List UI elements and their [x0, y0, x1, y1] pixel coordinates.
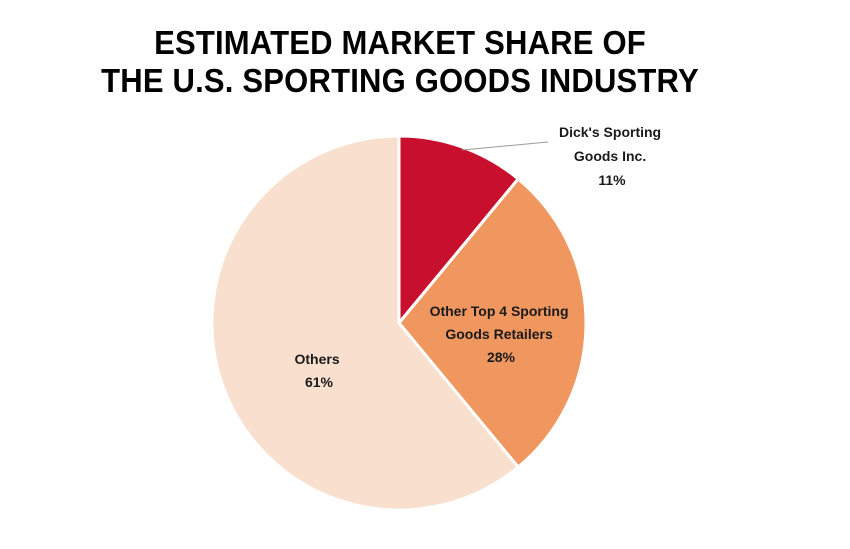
slice-label-others: Others 61%	[294, 351, 343, 390]
slice-label-other-top4-line-2: Goods Retailers	[445, 326, 553, 342]
slice-label-dicks-line-2: Goods Inc.	[574, 148, 646, 164]
pie-slice-dicks	[397, 134, 521, 328]
pie-slice-other-top4	[397, 176, 588, 470]
chart-title-line-2: THE U.S. SPORTING GOODS INDUSTRY	[101, 62, 699, 99]
slice-label-other-top4-line-1: Other Top 4 Sporting	[430, 303, 569, 319]
slice-value-others: 61%	[305, 374, 334, 390]
slice-value-other-top4: 28%	[487, 349, 516, 365]
slice-label-others-line-1: Others	[294, 351, 339, 367]
chart-title: ESTIMATED MARKET SHARE OF THE U.S. SPORT…	[24, 24, 776, 100]
pie-slices	[210, 134, 588, 512]
slice-label-dicks: Dick's Sporting Goods Inc. 11%	[559, 124, 665, 188]
slice-label-other-top4: Other Top 4 Sporting Goods Retailers 28%	[430, 303, 573, 365]
pie-slice-others	[210, 134, 521, 512]
slice-label-dicks-line-1: Dick's Sporting	[559, 124, 661, 140]
chart-title-line-1: ESTIMATED MARKET SHARE OF	[154, 24, 646, 61]
dicks-leader-line	[461, 141, 549, 151]
slice-value-dicks: 11%	[598, 172, 626, 188]
